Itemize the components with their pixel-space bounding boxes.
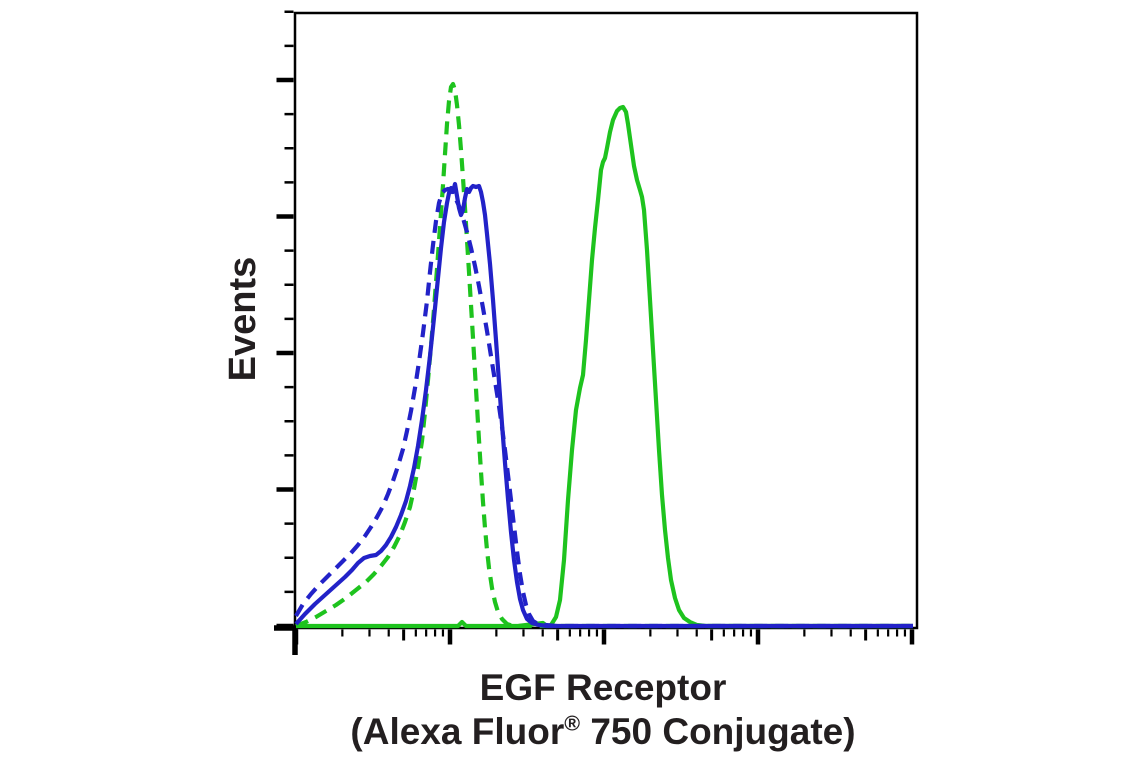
registered-trademark-symbol: ® — [564, 711, 581, 736]
curve-green-solid — [296, 104, 913, 629]
plot-frame — [274, 11, 919, 655]
curve-green-dashed — [295, 81, 913, 629]
x-axis-label-line2-post: 750 Conjugate) — [580, 711, 856, 752]
x-axis-label-line1: EGF Receptor — [479, 667, 727, 708]
x-axis-ticks — [293, 629, 915, 645]
x-axis-label-line2-pre: (Alexa Fluor — [350, 711, 565, 752]
curve-blue-solid — [294, 181, 913, 629]
x-axis-label: EGF Receptor (Alexa Fluor® 750 Conjugate… — [253, 666, 953, 754]
histogram-curves — [294, 81, 913, 629]
y-axis-ticks — [276, 10, 294, 629]
y-axis-label: Events — [222, 256, 264, 382]
x-axis-label-line2: (Alexa Fluor® 750 Conjugate) — [253, 710, 953, 754]
curve-blue-dashed — [294, 186, 913, 629]
